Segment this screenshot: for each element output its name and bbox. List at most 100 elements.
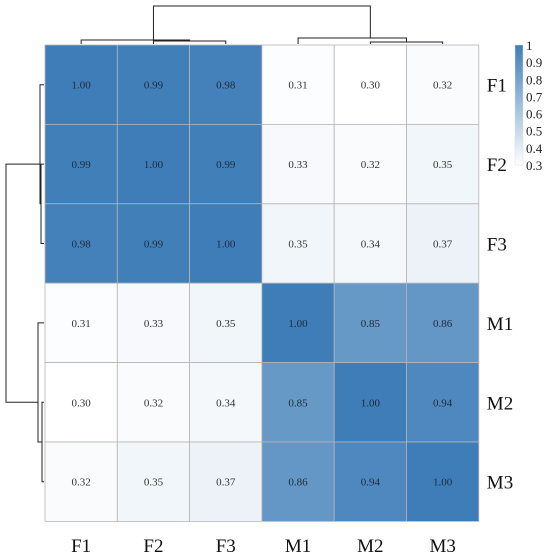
cell-value-label: 0.30 [361,80,381,92]
colorbar-tick-label: 0.9 [526,55,542,70]
heatmap-cell-F1-M3 [406,44,480,125]
cell-value-label: 0.31 [72,318,91,330]
cell-value-label: 0.85 [361,318,381,330]
left-dendrogram-branch [37,322,44,443]
cell-value-label: 1.00 [361,397,381,409]
left-dendrogram-branch [39,84,44,205]
left-dendrogram-branch [5,163,40,403]
colorbar-legend: 1 0.9 0.8 0.7 0.6 0.5 0.4 0.3 [514,38,543,173]
heatmap-cell-M1-M3 [406,282,480,364]
column-label-F3: F3 [216,536,236,557]
heatmap-cell-M2-F2 [116,362,191,443]
heatmap-cell-F2-M2 [333,124,407,205]
cell-value-label: 0.32 [361,159,380,171]
cell-value-label: 0.37 [216,477,236,489]
row-label-M2: M2 [487,393,513,414]
heatmap-cell-M3-F1 [44,441,118,522]
heatmap-cell-M3-M3 [406,441,480,522]
row-tick-labels: F1 F2 F3 M1 M2 M3 [487,76,513,494]
cell-value-label: 0.34 [216,397,236,409]
colorbar-tick-label: 0.7 [526,89,543,104]
left-dendrogram [5,84,44,483]
colorbar-gradient [514,44,524,166]
cell-value-label: 0.99 [72,159,92,171]
top-dendrogram-branch [297,37,407,44]
heatmap-cells: 1.00 0.99 0.98 0.31 0.30 0.32 0.99 1.00 0.99 0.33… [44,44,480,522]
row-label-M1: M1 [487,314,513,335]
heatmap-cell-F3-M2 [333,203,407,284]
column-label-F2: F2 [143,536,163,557]
heatmap-cell-F2-M1 [261,124,335,205]
cell-value-label: 0.32 [433,80,452,92]
heatmap-cell-M3-F3 [189,441,263,522]
cell-value-label: 0.31 [288,80,307,92]
colorbar-tick-label: 0.5 [526,124,542,139]
colorbar-tick-label: 1 [526,38,533,53]
cell-value-label: 0.99 [144,80,164,92]
cell-value-label: 0.99 [216,159,236,171]
cell-value-label: 0.99 [144,239,164,251]
colorbar-tick-label: 0.6 [526,107,543,122]
cell-value-label: 0.35 [288,239,308,251]
cell-value-label: 0.86 [433,318,453,330]
cell-value-label: 0.34 [361,239,381,251]
heatmap-cell-M1-M2 [333,282,407,364]
heatmap-cell-M3-M2 [333,441,407,522]
cell-value-label: 1.00 [216,239,236,251]
cell-value-label: 1.00 [433,477,453,489]
heatmap-cell-M1-M1 [261,282,335,364]
heatmap-cell-M2-M3 [406,362,480,443]
heatmap-cell-F3-F3 [189,203,263,284]
heatmap-cell-F3-M3 [406,203,480,284]
cell-value-label: 1.00 [144,159,164,171]
cell-value-label: 0.85 [288,397,308,409]
heatmap-cell-F1-F3 [189,44,263,125]
cell-value-label: 0.32 [144,397,163,409]
row-label-F1: F1 [487,76,507,97]
cell-value-label: 1.00 [72,80,92,92]
heatmap-cell-F2-F1 [44,124,118,205]
heatmap-cell-M2-F3 [189,362,263,443]
top-dendrogram-branch [152,5,371,40]
cell-value-label: 0.98 [72,239,92,251]
cell-value-label: 0.33 [288,159,308,171]
top-dendrogram-branch [152,40,227,44]
cell-value-label: 0.98 [216,80,236,92]
heatmap-cell-F3-F1 [44,203,118,284]
left-dendrogram-branch [40,163,44,244]
row-label-M3: M3 [487,473,513,494]
column-label-M3: M3 [429,536,455,557]
heatmap-cell-M1-F3 [189,282,263,364]
colorbar-tick-label: 0.8 [526,72,542,87]
heatmap-cell-F3-F2 [116,203,191,284]
cell-value-label: 0.30 [72,397,92,409]
cell-value-label: 0.33 [144,318,164,330]
heatmap-cell-M1-F2 [116,282,191,364]
colorbar-tick-label: 0.3 [526,158,542,173]
cell-value-label: 0.32 [72,477,91,489]
column-tick-labels: F1 F2 F3 M1 M2 M3 [71,536,456,557]
cell-value-label: 0.35 [433,159,453,171]
heatmap-cell-F2-F3 [189,124,263,205]
heatmap-cell-F1-F1 [44,44,118,125]
heatmap-cell-F1-F2 [116,44,191,125]
row-label-F3: F3 [487,235,507,256]
colorbar-tick-label: 0.4 [526,141,543,156]
row-label-F2: F2 [487,155,507,176]
cell-value-label: 0.37 [433,239,453,251]
column-label-M1: M1 [285,536,311,557]
cell-value-label: 0.35 [216,318,236,330]
heatmap-cell-F2-M3 [406,124,480,205]
cell-value-label: 0.94 [361,477,381,489]
column-label-M2: M2 [357,536,383,557]
heatmap-cell-F3-M1 [261,203,335,284]
heatmap-cell-M3-F2 [116,441,191,522]
heatmap-cell-F1-M1 [261,44,335,125]
cell-value-label: 0.35 [144,477,164,489]
top-dendrogram-branch [369,41,444,44]
column-label-F1: F1 [71,536,91,557]
cell-value-label: 1.00 [288,318,308,330]
cell-value-label: 0.94 [433,397,453,409]
left-dendrogram-branch [41,401,44,483]
